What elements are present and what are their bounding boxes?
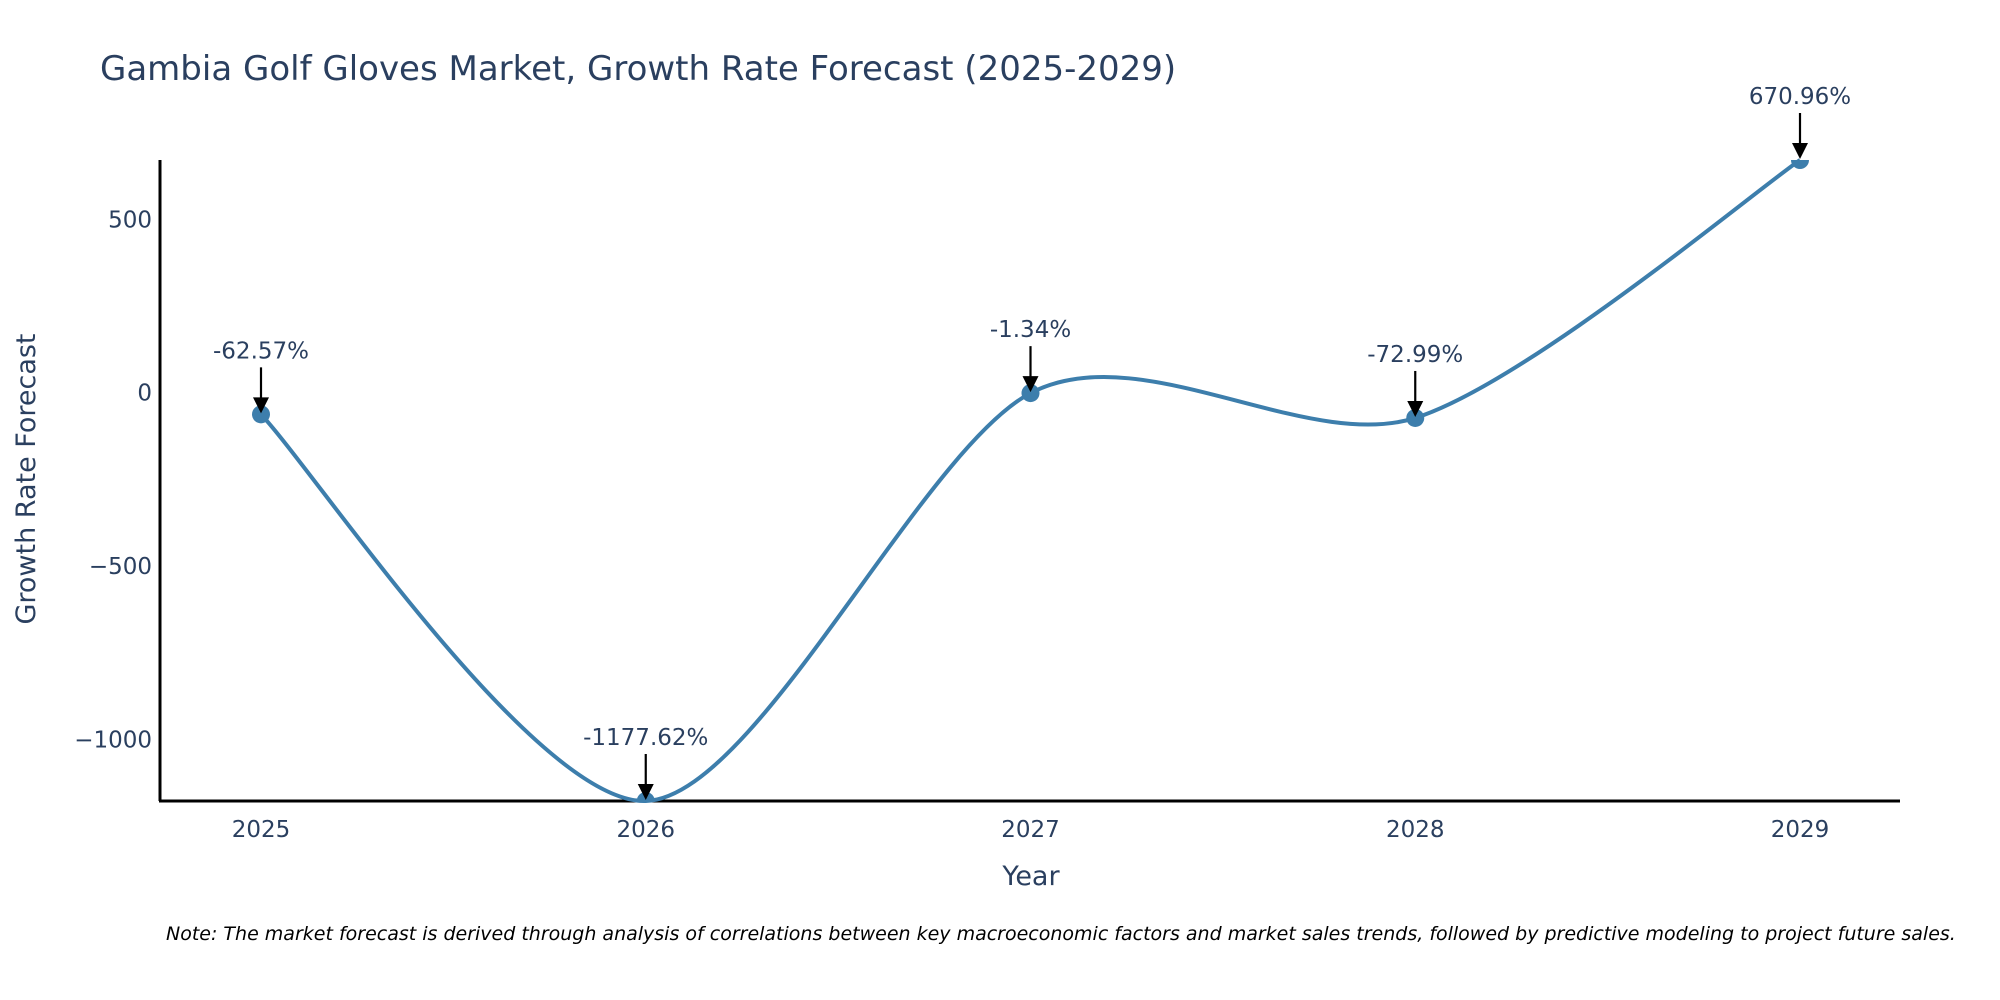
data-point xyxy=(1791,160,1809,169)
y-tick-label: 0 xyxy=(137,381,152,407)
x-tick-label: 2029 xyxy=(1771,817,1830,843)
annotation-arrowhead xyxy=(1022,376,1039,393)
data-label: -62.57% xyxy=(213,338,309,364)
series-line xyxy=(259,158,1802,804)
data-point xyxy=(252,405,270,424)
annotation-arrowhead xyxy=(1792,143,1808,159)
x-tick-label: 2025 xyxy=(232,817,291,843)
x-axis-ticks: 2025 2026 2027 2028 2029 xyxy=(232,817,1830,843)
data-markers xyxy=(252,160,1809,801)
y-tick-label: 500 xyxy=(108,207,152,233)
annotation-arrowhead xyxy=(637,784,654,800)
x-axis-title: Year xyxy=(1001,861,1060,892)
y-tick-label: −1000 xyxy=(74,727,152,753)
annotation-arrowhead xyxy=(253,397,269,414)
data-point xyxy=(1021,384,1040,403)
x-tick-label: 2026 xyxy=(616,817,675,843)
x-tick-label: 2027 xyxy=(1001,817,1060,843)
y-tick-label: −500 xyxy=(89,554,152,580)
annotation-arrowhead xyxy=(1407,400,1424,417)
x-tick-label: 2028 xyxy=(1386,817,1445,843)
footnote: Note: The market forecast is derived thr… xyxy=(166,923,1956,945)
data-label: -1177.62% xyxy=(583,725,708,751)
chart-title: Gambia Golf Gloves Market, Growth Rate F… xyxy=(100,49,1176,89)
y-axis-ticks: 500 0 −500 −1000 xyxy=(74,207,152,753)
data-annotations: -62.57% -1177.62% -1.34% -72.99% 670.96% xyxy=(213,84,1851,800)
data-label: -1.34% xyxy=(990,317,1071,343)
data-label: -72.99% xyxy=(1367,342,1463,368)
data-point xyxy=(1406,408,1425,427)
data-label: 670.96% xyxy=(1749,84,1851,110)
y-axis-title: Growth Rate Forecast xyxy=(11,333,42,624)
